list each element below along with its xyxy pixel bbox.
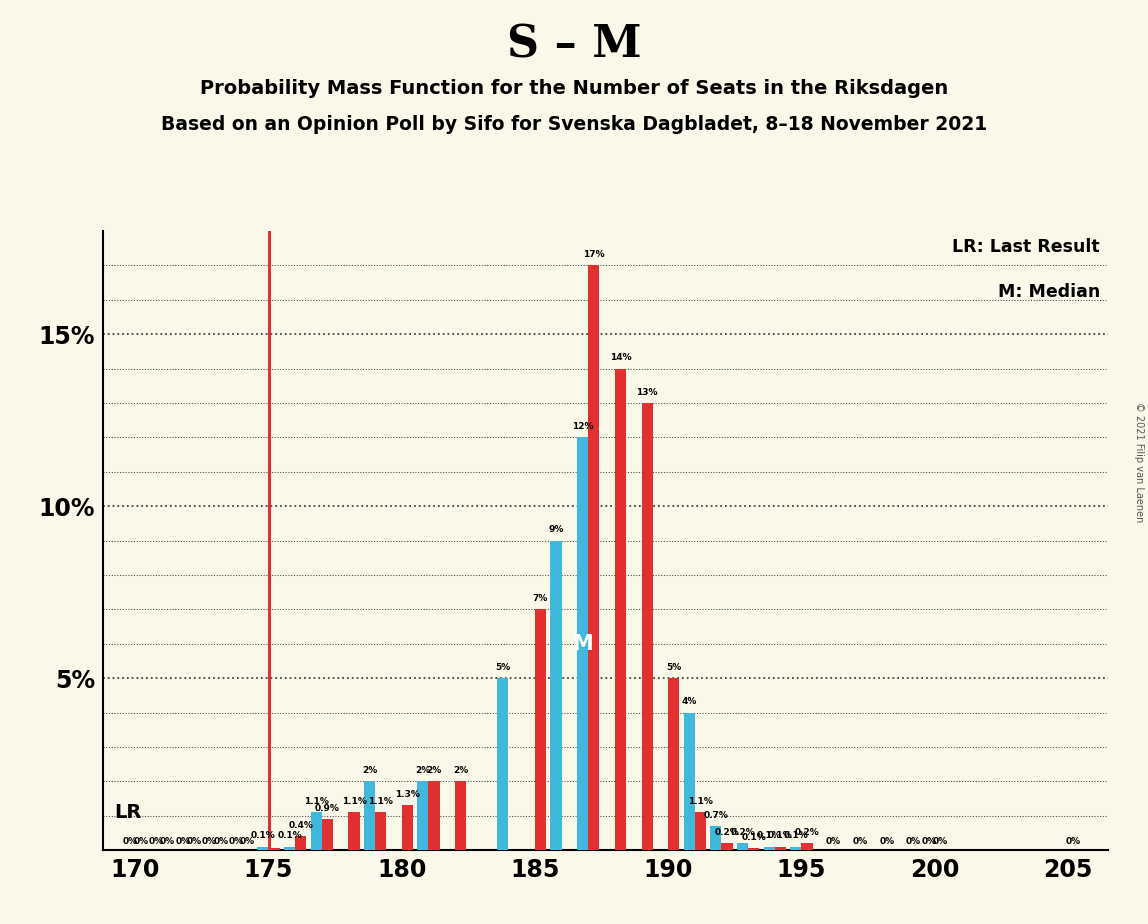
Bar — [721, 844, 732, 850]
Bar — [417, 782, 428, 850]
Text: 0%: 0% — [1065, 837, 1081, 846]
Bar — [295, 836, 307, 850]
Text: M: M — [573, 634, 594, 653]
Bar — [257, 846, 269, 850]
Text: 2%: 2% — [453, 766, 468, 775]
Bar — [801, 844, 813, 850]
Text: 0%: 0% — [906, 837, 921, 846]
Text: 0.1%: 0.1% — [757, 832, 782, 841]
Text: 4%: 4% — [682, 698, 697, 706]
Bar — [711, 826, 721, 850]
Bar — [550, 541, 561, 850]
Text: 0%: 0% — [122, 837, 138, 846]
Text: 0%: 0% — [149, 837, 164, 846]
Text: 0%: 0% — [228, 837, 243, 846]
Bar — [763, 846, 775, 850]
Text: 2%: 2% — [426, 766, 442, 775]
Bar — [775, 846, 786, 850]
Text: 9%: 9% — [549, 526, 564, 534]
Text: M: Median: M: Median — [998, 283, 1100, 300]
Bar — [615, 369, 626, 850]
Text: 0.4%: 0.4% — [288, 821, 313, 830]
Text: 1.3%: 1.3% — [395, 790, 420, 799]
Bar — [790, 846, 801, 850]
Bar — [695, 812, 706, 850]
Text: 0.2%: 0.2% — [794, 828, 820, 837]
Bar — [402, 806, 413, 850]
Text: LR: LR — [114, 803, 141, 821]
Text: 5%: 5% — [666, 663, 682, 672]
Text: 1.1%: 1.1% — [688, 797, 713, 806]
Bar — [269, 848, 280, 850]
Bar — [364, 782, 375, 850]
Text: 0%: 0% — [187, 837, 202, 846]
Text: 0.2%: 0.2% — [730, 828, 755, 837]
Text: 0.1%: 0.1% — [742, 833, 766, 842]
Bar — [321, 820, 333, 850]
Bar — [284, 846, 295, 850]
Text: 0%: 0% — [853, 837, 868, 846]
Bar — [375, 812, 386, 850]
Text: 0.1%: 0.1% — [768, 832, 793, 841]
Text: 1.1%: 1.1% — [342, 797, 366, 806]
Bar — [577, 437, 588, 850]
Text: 0%: 0% — [176, 837, 191, 846]
Text: 12%: 12% — [572, 422, 594, 432]
Text: 0.2%: 0.2% — [715, 828, 739, 837]
Text: © 2021 Filip van Laenen: © 2021 Filip van Laenen — [1134, 402, 1143, 522]
Text: 14%: 14% — [610, 353, 631, 362]
Text: 0.7%: 0.7% — [704, 811, 728, 820]
Text: 17%: 17% — [583, 250, 605, 260]
Text: 0.1%: 0.1% — [783, 832, 808, 841]
Bar — [737, 844, 748, 850]
Bar — [684, 712, 695, 850]
Text: 0%: 0% — [240, 837, 255, 846]
Text: 0%: 0% — [214, 837, 228, 846]
Text: 7%: 7% — [533, 594, 549, 603]
Bar — [497, 678, 509, 850]
Text: LR: Last Result: LR: Last Result — [952, 237, 1100, 256]
Text: 0%: 0% — [133, 837, 148, 846]
Text: 2%: 2% — [362, 766, 378, 775]
Text: 0%: 0% — [932, 837, 948, 846]
Bar — [455, 782, 466, 850]
Bar — [535, 609, 546, 850]
Text: 1.1%: 1.1% — [369, 797, 393, 806]
Bar — [668, 678, 680, 850]
Bar — [349, 812, 359, 850]
Bar — [642, 403, 653, 850]
Text: 0.1%: 0.1% — [277, 832, 302, 841]
Text: 0%: 0% — [827, 837, 841, 846]
Text: 2%: 2% — [416, 766, 430, 775]
Bar — [588, 265, 599, 850]
Bar — [311, 812, 321, 850]
Text: 0%: 0% — [160, 837, 176, 846]
Bar — [748, 848, 759, 850]
Text: 13%: 13% — [636, 388, 658, 396]
Bar — [428, 782, 440, 850]
Text: 0.9%: 0.9% — [315, 804, 340, 813]
Text: 0.1%: 0.1% — [250, 832, 276, 841]
Text: 1.1%: 1.1% — [304, 797, 328, 806]
Text: 0%: 0% — [202, 837, 217, 846]
Text: 0%: 0% — [922, 837, 937, 846]
Text: S – M: S – M — [506, 23, 642, 67]
Text: Based on an Opinion Poll by Sifo for Svenska Dagbladet, 8–18 November 2021: Based on an Opinion Poll by Sifo for Sve… — [161, 116, 987, 135]
Text: 5%: 5% — [495, 663, 511, 672]
Text: 0%: 0% — [879, 837, 894, 846]
Text: Probability Mass Function for the Number of Seats in the Riksdagen: Probability Mass Function for the Number… — [200, 79, 948, 98]
